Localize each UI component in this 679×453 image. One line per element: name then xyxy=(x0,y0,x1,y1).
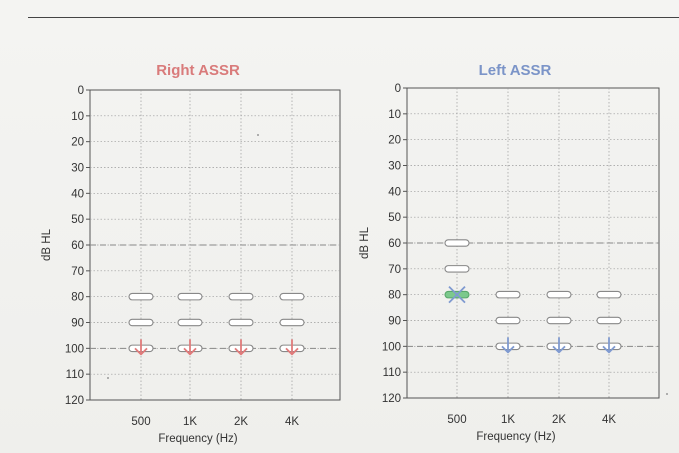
right-y-tick-label: 50 xyxy=(71,214,84,226)
right-no-response-arrowhead xyxy=(234,347,248,356)
right-level-marker xyxy=(279,292,305,301)
left-y-tick-label: 0 xyxy=(395,83,401,95)
left-level-marker xyxy=(546,316,572,325)
left-level-marker xyxy=(495,316,521,325)
right-level-marker xyxy=(177,318,203,327)
left-y-tick-label: 40 xyxy=(388,186,401,198)
right-no-response-arrowhead xyxy=(285,347,299,356)
right-level-marker xyxy=(279,318,305,327)
right-y-tick-label: 10 xyxy=(71,111,84,123)
paper-speck xyxy=(107,377,109,379)
left-y-tick-label: 10 xyxy=(388,109,401,121)
right-assr-title: Right ASSR xyxy=(156,62,240,79)
right-y-tick-label: 60 xyxy=(71,240,84,252)
right-x-tick-label: 2K xyxy=(234,416,248,428)
top-rule xyxy=(28,17,679,18)
left-y-axis-title: dB HL xyxy=(359,226,371,259)
right-y-tick-label: 90 xyxy=(71,318,84,330)
left-y-tick-label: 30 xyxy=(388,161,401,173)
left-assr-panel: Left ASSR 0 10 20 30 40 50 60 70 80 90 100 110 120 50… xyxy=(0,0,660,453)
left-level-marker xyxy=(596,290,622,299)
left-y-tick-label: 70 xyxy=(388,264,401,276)
right-level-marker xyxy=(128,318,154,327)
right-y-tick-label: 80 xyxy=(71,292,84,304)
left-y-tick-label: 100 xyxy=(382,341,401,353)
right-level-marker xyxy=(128,292,154,301)
left-x-axis-title: Frequency (Hz) xyxy=(476,431,555,443)
left-x-tick-label: 4K xyxy=(602,414,616,426)
right-x-tick-label: 1K xyxy=(183,416,197,428)
left-x-tick-label: 500 xyxy=(447,414,466,426)
right-level-marker xyxy=(177,292,203,301)
right-y-tick-label: 40 xyxy=(71,188,84,200)
right-x-tick-label: 4K xyxy=(285,416,299,428)
left-x-tick-label: 2K xyxy=(552,414,566,426)
left-level-marker xyxy=(495,290,521,299)
left-threshold-x-mark xyxy=(448,286,466,304)
left-y-tick-label: 50 xyxy=(388,212,401,224)
right-y-tick-label: 110 xyxy=(66,369,84,381)
left-y-tick-label: 60 xyxy=(388,238,401,250)
right-y-tick-label: 70 xyxy=(71,266,84,278)
right-level-marker xyxy=(228,292,254,301)
right-y-tick-label: 0 xyxy=(78,85,84,97)
left-no-response-arrowhead xyxy=(552,345,566,354)
left-no-response-arrowhead xyxy=(501,345,515,354)
left-x-tick-label: 1K xyxy=(501,414,515,426)
paper-speck xyxy=(257,134,259,136)
right-assr-panel: Right ASSR 0 10 20 30 40 50 60 70 80 90 100 110 120 5… xyxy=(0,0,341,453)
right-x-tick-label: 500 xyxy=(131,416,150,428)
left-level-marker xyxy=(546,290,572,299)
right-y-axis-title: dB HL xyxy=(41,228,53,261)
left-y-tick-label: 120 xyxy=(382,393,401,405)
right-no-response-arrowhead xyxy=(134,347,148,356)
left-level-marker xyxy=(444,239,470,247)
left-y-tick-label: 80 xyxy=(388,290,401,302)
right-y-tick-label: 20 xyxy=(71,137,84,149)
right-y-tick-label: 30 xyxy=(71,163,84,175)
left-level-marker xyxy=(444,265,470,273)
left-assr-title: Left ASSR xyxy=(478,62,552,79)
left-y-tick-label: 110 xyxy=(383,367,401,379)
right-y-tick-label: 100 xyxy=(65,343,84,355)
right-level-marker xyxy=(228,318,254,327)
right-y-tick-label: 120 xyxy=(65,395,84,407)
left-level-marker xyxy=(596,316,622,325)
right-x-axis-title: Frequency (Hz) xyxy=(158,433,237,445)
left-no-response-arrowhead xyxy=(602,345,616,354)
right-no-response-arrowhead xyxy=(183,347,197,356)
paper-speck xyxy=(666,393,668,395)
left-y-tick-label: 90 xyxy=(388,316,401,328)
left-y-tick-label: 20 xyxy=(388,135,401,147)
